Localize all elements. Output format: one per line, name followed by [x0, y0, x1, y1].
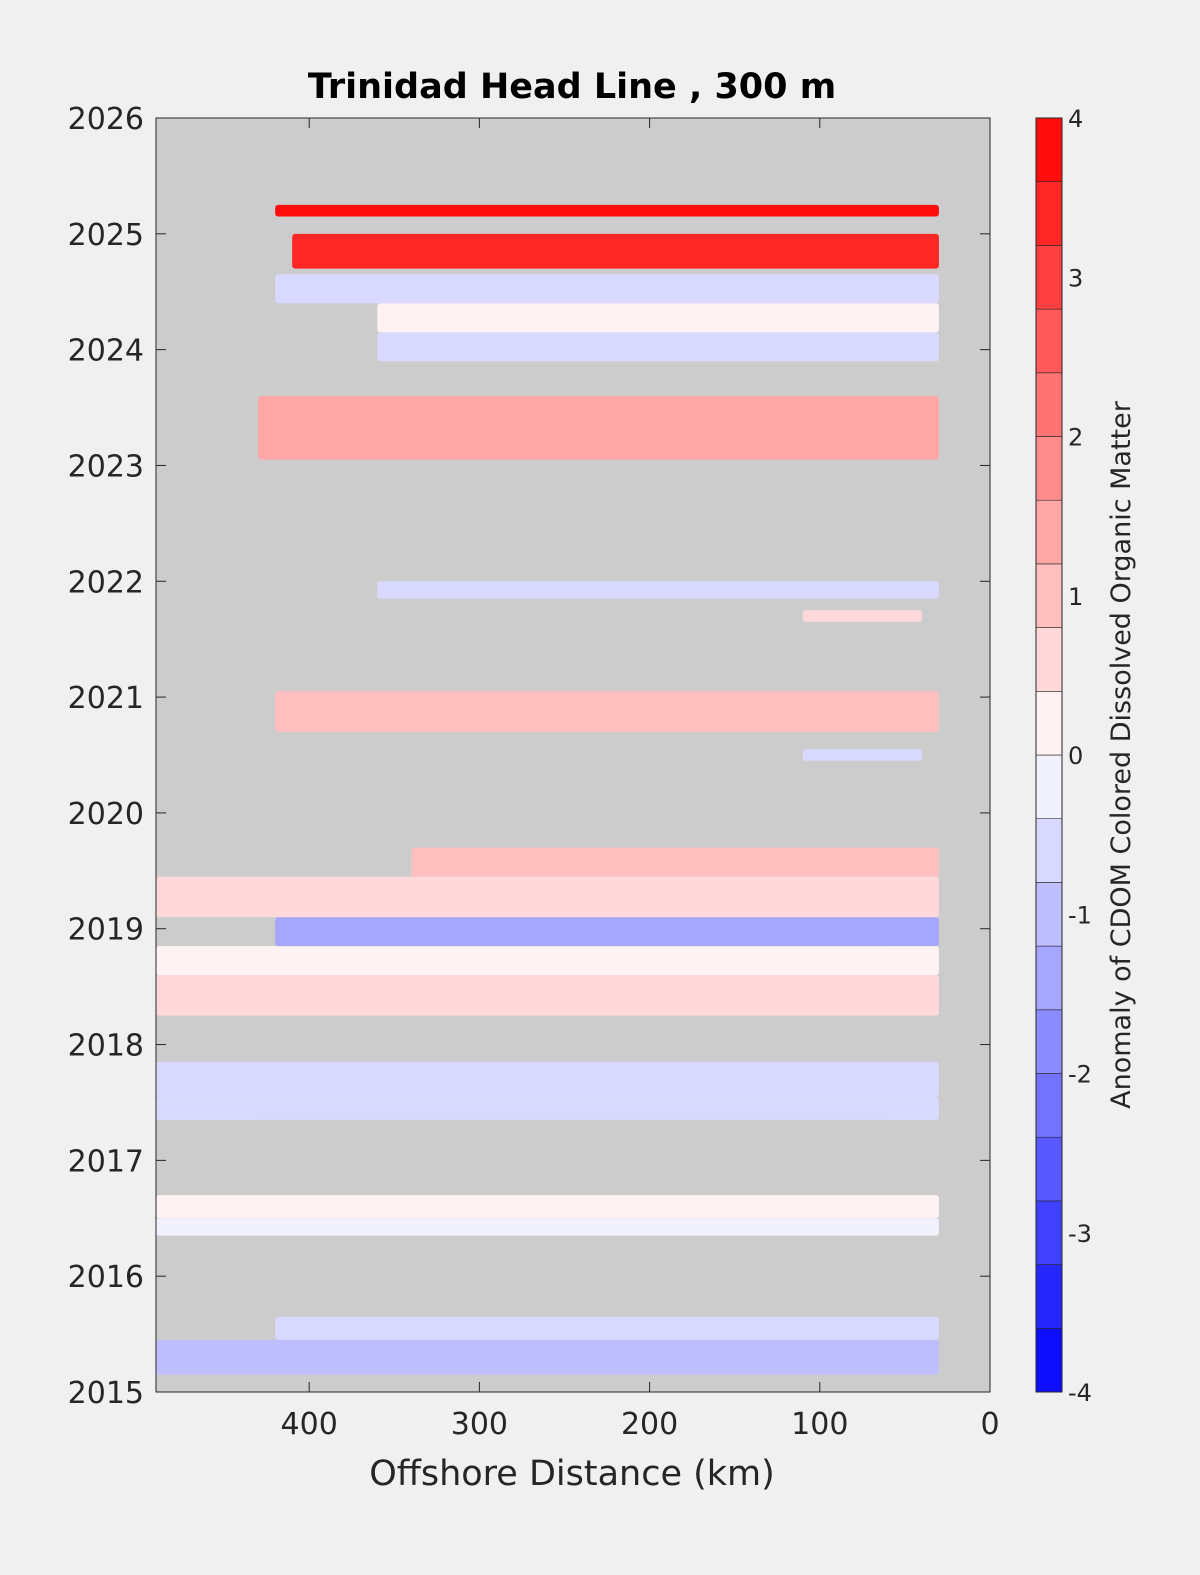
x-tick-label: 100 [791, 1407, 848, 1442]
data-band [802, 749, 922, 761]
colorbar-segment [1035, 181, 1063, 246]
colorbar-tick-label: 0 [1068, 742, 1083, 770]
colorbar-segment [1035, 882, 1063, 947]
axes: 400 300 200 100 0 2015 2016 2017 2018 2019 2020 202… [68, 102, 1000, 1442]
colorbar-segment [1035, 627, 1063, 692]
plot-area [156, 118, 990, 1392]
colorbar-segment [1035, 1073, 1063, 1138]
y-tick-label: 2025 [68, 218, 144, 253]
colorbar-segment [1035, 1328, 1063, 1393]
colorbar-tick-label: 1 [1068, 583, 1083, 611]
data-band [258, 395, 939, 460]
x-tick-label: 200 [621, 1407, 678, 1442]
data-band [156, 1195, 939, 1219]
colorbar: -4 -3 -2 -1 0 1 2 3 4 [1035, 105, 1092, 1407]
data-band [802, 610, 922, 622]
colorbar-tick-label: -4 [1068, 1379, 1092, 1407]
colorbar-segment [1035, 117, 1063, 183]
colorbar-segment [1035, 372, 1063, 437]
colorbar-segment [1035, 1009, 1063, 1074]
y-tick-label: 2023 [68, 449, 144, 484]
colorbar-tick-label: -3 [1068, 1220, 1092, 1248]
x-tick-label: 0 [980, 1407, 999, 1442]
y-tick-label: 2020 [68, 797, 144, 832]
colorbar-segment [1035, 1136, 1063, 1202]
colorbar-segment [1035, 245, 1063, 310]
colorbar-tick-label: 2 [1068, 424, 1083, 452]
chart-title: Trinidad Head Line , 300 m [308, 67, 836, 107]
colorbar-segment [1035, 1264, 1063, 1329]
data-band [377, 581, 939, 599]
data-band [156, 1339, 939, 1375]
data-band [292, 233, 939, 269]
data-band [275, 691, 939, 732]
colorbar-segment [1035, 499, 1063, 565]
colorbar-tick-label: 3 [1068, 264, 1083, 292]
x-tick-label: 300 [451, 1407, 508, 1442]
y-tick-label: 2021 [68, 681, 144, 716]
colorbar-tick-label: -2 [1068, 1061, 1092, 1089]
data-band [156, 876, 939, 918]
y-tick-label: 2022 [68, 565, 144, 600]
colorbar-segment [1035, 818, 1063, 883]
data-band [275, 917, 939, 947]
colorbar-segment [1035, 436, 1063, 501]
data-band [275, 1316, 939, 1340]
data-band [156, 1218, 939, 1236]
y-tick-label: 2024 [68, 334, 144, 369]
data-band [156, 1061, 939, 1097]
colorbar-tick-label: 4 [1068, 105, 1083, 133]
colorbar-segment [1035, 754, 1063, 820]
data-band [156, 975, 939, 1016]
data-band [156, 946, 939, 976]
data-band [156, 1096, 939, 1120]
y-tick-label: 2015 [68, 1376, 144, 1411]
colorbar-label: Anomaly of CDOM Colored Dissolved Organi… [1106, 400, 1137, 1109]
data-band [377, 332, 939, 362]
x-tick-label: 400 [281, 1407, 338, 1442]
y-tick-label: 2018 [68, 1029, 144, 1064]
y-tick-label: 2026 [68, 102, 144, 137]
y-tick-label: 2019 [68, 913, 144, 948]
y-tick-label: 2017 [68, 1144, 144, 1179]
colorbar-segment [1035, 690, 1063, 756]
colorbar-segment [1035, 1200, 1063, 1265]
colorbar-frame [1035, 117, 1063, 1393]
colorbar-segment [1035, 563, 1063, 628]
y-tick-label: 2016 [68, 1260, 144, 1295]
data-band [275, 204, 939, 217]
data-band [377, 303, 939, 333]
plot-frame [155, 117, 991, 1393]
data-band [411, 847, 939, 877]
x-axis-label: Offshore Distance (km) [369, 1454, 775, 1494]
colorbar-segment [1035, 308, 1063, 374]
colorbar-segment [1035, 945, 1063, 1011]
data-band [275, 274, 939, 304]
colorbar-tick-label: -1 [1068, 901, 1092, 929]
